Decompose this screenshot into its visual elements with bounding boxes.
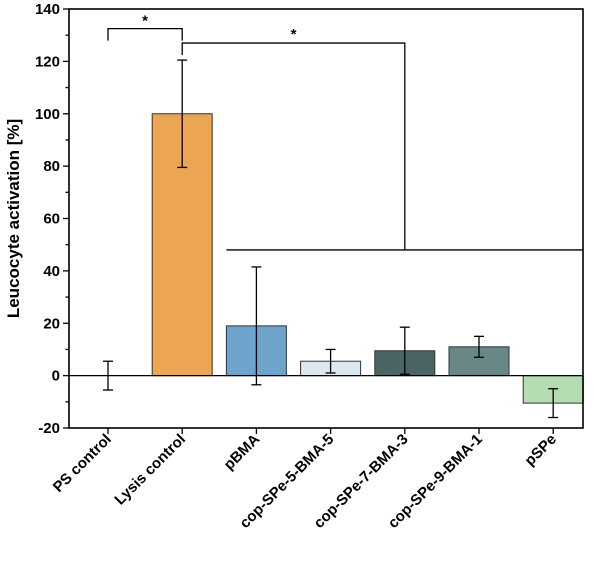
significance-bracket-1: *: [107, 13, 183, 41]
x-tick-label: Lysis control: [111, 431, 189, 509]
bars-layer: [151, 113, 584, 404]
y-tick-label: 20: [43, 315, 60, 332]
significance-bracket-2: *: [181, 26, 584, 251]
y-tick-label: 80: [43, 158, 60, 175]
error-bar-3: [325, 348, 336, 374]
error-bar-5: [474, 335, 484, 358]
error-bars-layer: [103, 59, 559, 419]
error-bar-2: [251, 266, 262, 386]
y-tick-label: 60: [43, 211, 60, 228]
significance-star: *: [291, 26, 297, 43]
x-tick-label: pSPe: [521, 431, 560, 470]
x-tick-label: PS control: [50, 431, 115, 496]
y-tick-label: 0: [52, 368, 60, 385]
error-bar-6: [548, 388, 559, 419]
y-axis-label: Leucocyte activation [%]: [4, 119, 23, 318]
significance-layer: **: [107, 13, 584, 251]
y-tick-label: 40: [43, 263, 60, 280]
y-tick-label: -20: [38, 420, 60, 437]
bracket-line: [107, 27, 183, 41]
significance-star: *: [142, 13, 148, 30]
bracket-line: [181, 42, 406, 250]
y-tick-label: 140: [35, 1, 60, 18]
error-bar-1: [177, 59, 188, 169]
error-bar-4: [399, 326, 410, 375]
y-tick-label: 120: [35, 53, 60, 70]
y-tick-label: 100: [35, 106, 60, 123]
x-tick-label: pBMA: [221, 431, 264, 474]
